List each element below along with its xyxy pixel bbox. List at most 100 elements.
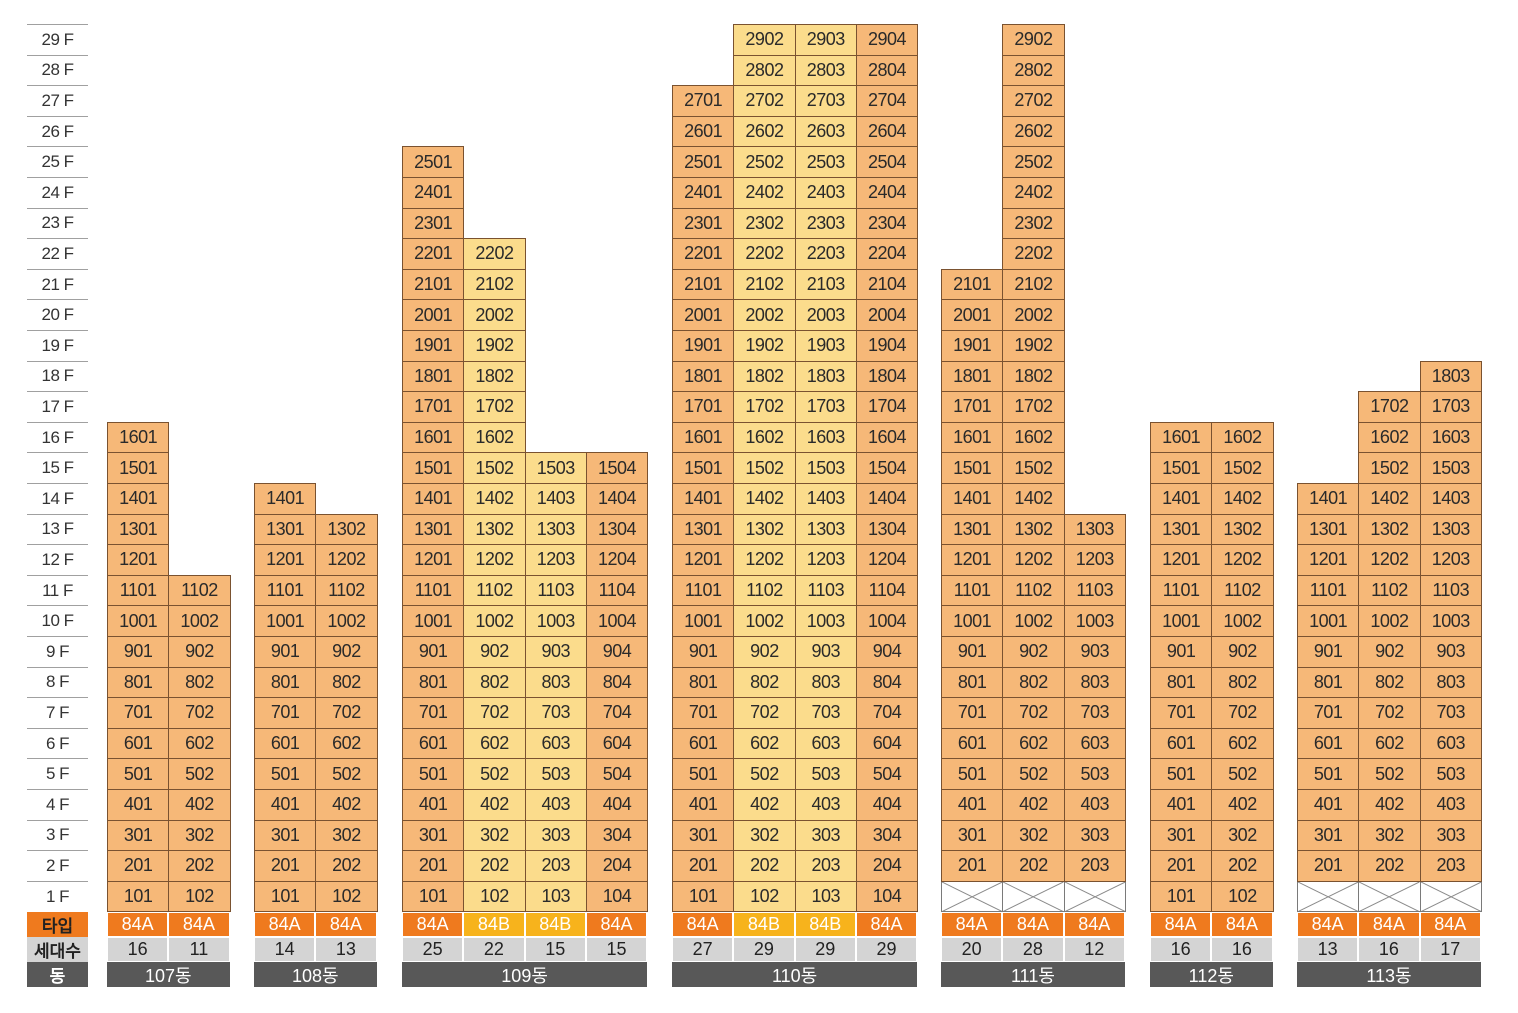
unit-cell: 2802 (1002, 54, 1065, 87)
unit-cell: 402 (168, 789, 231, 821)
unit-cell: 1902 (463, 330, 526, 362)
unit-cell: 1402 (463, 483, 526, 515)
household-count-cell: 29 (855, 937, 918, 962)
unit-cell: 802 (1211, 666, 1274, 699)
unit-cell: 1501 (402, 452, 465, 484)
unit-cell: 1601 (1150, 421, 1213, 454)
unit-cell: 1502 (1358, 452, 1421, 484)
unit-cell: 1404 (585, 483, 649, 515)
unit-cell: 601 (254, 727, 317, 760)
household-count-cell: 15 (585, 937, 648, 962)
unit-cell: 902 (733, 636, 796, 668)
unit-cell: 1701 (941, 391, 1004, 423)
unit-cell: 1401 (107, 483, 170, 515)
no-unit-placeholder (1063, 880, 1126, 913)
unit-cell: 303 (524, 819, 587, 852)
legend-count-label: 세대수 (27, 937, 88, 962)
unit-cell: 1201 (1297, 544, 1360, 576)
unit-cell: 602 (1211, 727, 1274, 760)
unit-cell: 1703 (1419, 391, 1482, 423)
unit-cell: 301 (1297, 819, 1360, 852)
household-count-cell: 13 (315, 937, 377, 962)
unit-cell: 1303 (524, 513, 587, 546)
unit-cell: 1002 (1358, 605, 1421, 637)
unit-cell: 1902 (733, 330, 796, 362)
unit-cell: 302 (733, 819, 796, 852)
unit-cell: 302 (315, 819, 378, 852)
unit-cell: 201 (1150, 850, 1213, 882)
unit-cell: 401 (1150, 789, 1213, 821)
floor-label: 6 F (27, 727, 88, 759)
unit-cell: 601 (107, 727, 170, 760)
unit-cell: 1004 (585, 605, 649, 637)
unit-cell: 1202 (1002, 544, 1065, 576)
unit-cell: 1502 (733, 452, 796, 484)
unit-cell: 1203 (1063, 544, 1126, 576)
unit-cell: 703 (524, 697, 587, 729)
unit-cell: 603 (794, 727, 857, 760)
unit-cell: 2001 (672, 299, 735, 331)
household-count-cell: 16 (1150, 937, 1212, 962)
unit-cell: 501 (254, 758, 317, 790)
unit-cell: 402 (1358, 789, 1421, 821)
unit-cell: 1001 (1297, 605, 1360, 637)
unit-cell: 2404 (855, 177, 919, 209)
unit-cell: 1201 (1150, 544, 1213, 576)
unit-cell: 1203 (524, 544, 587, 576)
unit-cell: 801 (941, 666, 1004, 699)
floor-label: 21 F (27, 268, 88, 300)
unit-cell: 1003 (1063, 605, 1126, 637)
unit-cell: 1402 (1002, 483, 1065, 515)
unit-cell: 901 (1297, 636, 1360, 668)
unit-cell: 2102 (463, 268, 526, 301)
unit-cell: 202 (1211, 850, 1274, 882)
unit-cell: 2903 (794, 24, 857, 56)
unit-cell: 502 (1002, 758, 1065, 790)
unit-cell: 504 (855, 758, 919, 790)
unit-cell: 801 (672, 666, 735, 699)
unit-cell: 702 (1211, 697, 1274, 729)
unit-type-cell: 84A (107, 912, 169, 937)
unit-cell: 1101 (402, 574, 465, 607)
unit-cell: 1602 (733, 421, 796, 454)
unit-cell: 101 (402, 880, 465, 913)
household-count-cell: 14 (254, 937, 316, 962)
unit-cell: 401 (672, 789, 735, 821)
household-count-cell: 28 (1002, 937, 1064, 962)
unit-cell: 201 (107, 850, 170, 882)
unit-cell: 1001 (672, 605, 735, 637)
unit-cell: 1302 (733, 513, 796, 546)
unit-type-cell: 84A (315, 912, 377, 937)
unit-cell: 202 (463, 850, 526, 882)
unit-cell: 1401 (1150, 483, 1213, 515)
unit-cell: 2302 (1002, 207, 1065, 240)
unit-cell: 1301 (254, 513, 317, 546)
unit-cell: 1803 (794, 360, 857, 393)
unit-cell: 701 (1150, 697, 1213, 729)
unit-cell: 1202 (1358, 544, 1421, 576)
unit-cell: 302 (1211, 819, 1274, 852)
unit-cell: 1302 (1358, 513, 1421, 546)
unit-cell: 403 (524, 789, 587, 821)
floor-label: 20 F (27, 299, 88, 330)
unit-cell: 404 (585, 789, 649, 821)
unit-cell: 1601 (672, 421, 735, 454)
unit-cell: 1304 (585, 513, 649, 546)
unit-cell: 2401 (402, 177, 465, 209)
unit-cell: 601 (1150, 727, 1213, 760)
unit-cell: 201 (941, 850, 1004, 882)
unit-cell: 1103 (1063, 574, 1126, 607)
unit-cell: 703 (1419, 697, 1482, 729)
unit-cell: 2002 (463, 299, 526, 331)
unit-cell: 703 (1063, 697, 1126, 729)
unit-cell: 402 (315, 789, 378, 821)
unit-cell: 1103 (1419, 574, 1482, 607)
unit-cell: 1802 (733, 360, 796, 393)
unit-cell: 301 (941, 819, 1004, 852)
unit-cell: 1204 (585, 544, 649, 576)
unit-cell: 2804 (855, 54, 919, 87)
unit-cell: 1602 (1211, 421, 1274, 454)
unit-cell: 1401 (402, 483, 465, 515)
household-count-cell: 29 (733, 937, 795, 962)
unit-cell: 603 (1419, 727, 1482, 760)
